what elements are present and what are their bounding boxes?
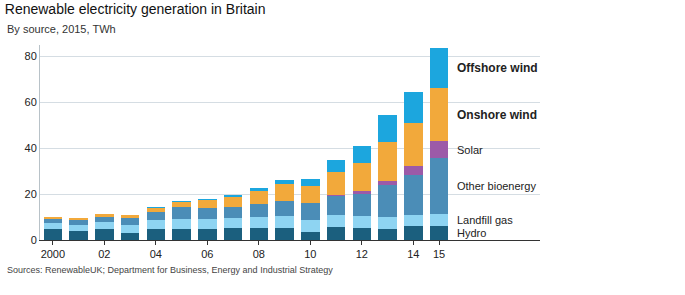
svg-text:Offshore wind: Offshore wind [457,61,538,75]
svg-text:Onshore wind: Onshore wind [457,108,537,122]
svg-text:Hydro: Hydro [457,227,486,239]
svg-text:20: 20 [25,188,37,200]
svg-text:04: 04 [150,248,162,260]
svg-text:02: 02 [98,248,110,260]
svg-text:12: 12 [356,248,368,260]
svg-text:40: 40 [25,142,37,154]
svg-text:15: 15 [433,248,445,260]
svg-text:By source, 2015, TWh: By source, 2015, TWh [7,23,116,35]
svg-text:0: 0 [31,234,37,246]
svg-text:Renewable electricity generati: Renewable electricity generation in Brit… [5,1,266,17]
svg-text:14: 14 [407,248,419,260]
svg-text:60: 60 [25,96,37,108]
svg-text:06: 06 [201,248,213,260]
svg-text:80: 80 [25,50,37,62]
svg-text:Sources: RenewableUK; Departme: Sources: RenewableUK; Department for Bus… [7,265,333,275]
svg-text:Landfill gas: Landfill gas [457,214,513,226]
svg-text:2000: 2000 [41,248,65,260]
svg-text:Solar: Solar [457,144,483,156]
svg-text:Other bioenergy: Other bioenergy [457,180,536,192]
svg-text:08: 08 [253,248,265,260]
svg-text:10: 10 [304,248,316,260]
